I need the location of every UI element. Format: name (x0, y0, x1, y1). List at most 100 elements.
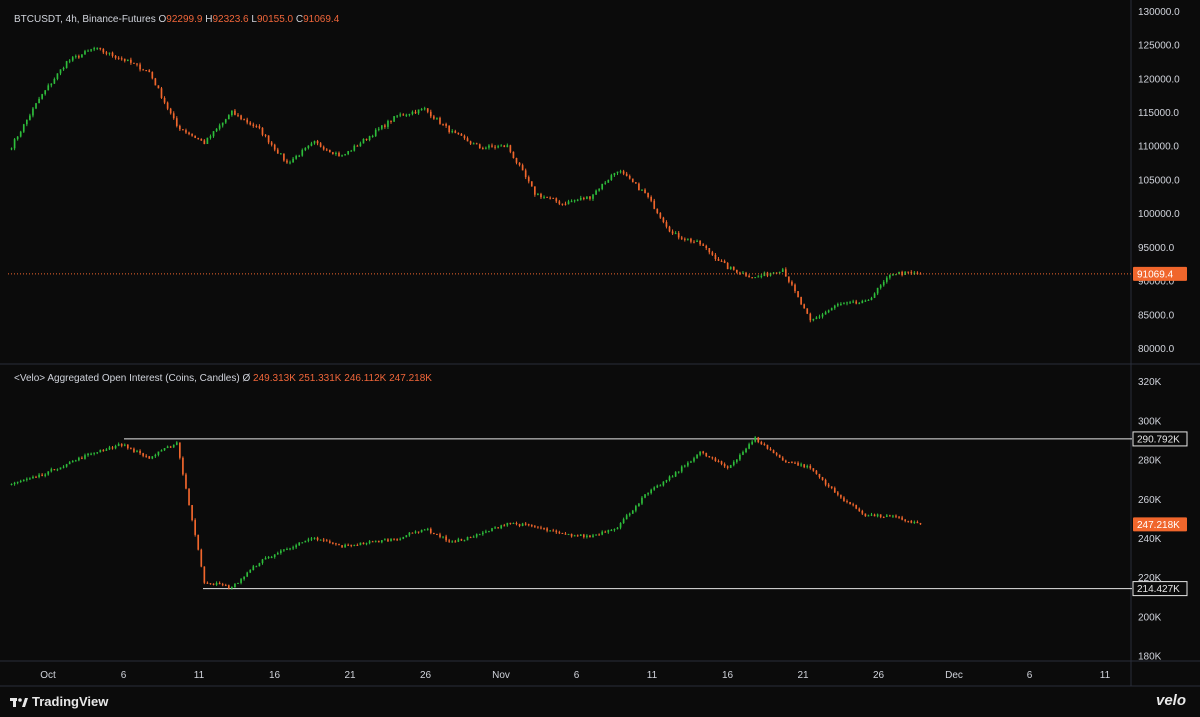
candle-body (677, 233, 680, 238)
candle-body (466, 138, 469, 142)
candle-body (592, 194, 594, 199)
candle-body (203, 140, 206, 144)
open-label: O (158, 14, 167, 25)
candle-body (497, 146, 499, 148)
candle-body (879, 514, 882, 517)
candle-body (81, 457, 83, 459)
candle-body (32, 476, 34, 479)
level-tag-label: 290.792K (1137, 434, 1180, 445)
candle-body (328, 541, 331, 543)
candle-body (420, 109, 423, 111)
candle-body (763, 444, 766, 446)
candle-body (494, 527, 496, 529)
candle-body (380, 125, 383, 129)
candle-body (806, 465, 809, 468)
candle-body (500, 145, 503, 147)
candle-body (641, 497, 643, 504)
candle-body (157, 85, 160, 89)
candle-body (249, 570, 252, 573)
candle-body (524, 170, 527, 178)
y-tick-label: 220K (1138, 573, 1162, 584)
candle-body (359, 143, 362, 147)
candle-body (910, 272, 913, 274)
candle-body (769, 273, 772, 276)
oi-high-value: 251.331K (298, 373, 342, 384)
candle-body (212, 131, 215, 137)
candle-body (674, 233, 677, 235)
candle-body (276, 553, 279, 555)
candle-body (426, 108, 429, 112)
candle-body (399, 538, 402, 540)
candle-body (338, 543, 340, 546)
candle-body (429, 111, 432, 117)
candle-body (916, 272, 919, 274)
candle-body (316, 537, 319, 540)
candle-body (644, 494, 646, 498)
candle-body (625, 515, 628, 520)
x-tick-label: 6 (121, 670, 127, 681)
candle-body (775, 272, 778, 274)
candle-body (384, 539, 386, 541)
candle-body (882, 516, 885, 518)
candle-body (396, 115, 398, 117)
candle-body (576, 199, 579, 201)
candle-body (298, 155, 301, 157)
candle-body (913, 521, 916, 523)
candle-body (772, 450, 775, 454)
candle-body (212, 583, 215, 585)
candle-body (463, 540, 466, 542)
candle-body (237, 114, 239, 116)
candle-body (472, 536, 475, 538)
candle-body (460, 133, 463, 136)
candle-body (377, 540, 380, 543)
candle-body (540, 193, 542, 198)
candle-body (29, 478, 31, 480)
oi-visibility-icon[interactable]: Ø (242, 373, 251, 384)
candle-body (534, 186, 536, 195)
open-value: 92299.9 (166, 14, 203, 25)
candle-body (411, 532, 414, 534)
candle-body (711, 457, 714, 459)
candle-body (374, 540, 377, 542)
candle-body (295, 545, 297, 548)
candle-body (604, 182, 607, 184)
candle-body (702, 451, 705, 453)
candle-body (631, 178, 634, 183)
candle-body (249, 122, 252, 125)
candle-body (864, 300, 867, 302)
candle-body (840, 303, 842, 305)
candle-body (904, 519, 907, 521)
candle-body (237, 582, 239, 584)
candle-body (788, 462, 790, 464)
x-tick-label: 11 (647, 670, 658, 681)
candle-body (108, 447, 111, 450)
candle-body (71, 461, 74, 463)
candle-body (818, 473, 821, 478)
candle-body (123, 444, 126, 446)
candle-body (169, 108, 172, 114)
candle-body (656, 208, 659, 213)
candle-body (729, 266, 732, 270)
candle-body (699, 240, 701, 245)
candle-body (313, 141, 316, 144)
candle-body (815, 317, 818, 319)
candle-body (690, 238, 692, 242)
candle-body (191, 134, 193, 136)
candle-body (824, 312, 827, 315)
candle-body (457, 132, 460, 134)
candle-body (32, 108, 34, 116)
candle-body (365, 138, 368, 140)
velo-brand: velo (1155, 692, 1186, 709)
candle-body (622, 171, 625, 174)
candle-body (564, 203, 567, 205)
candle-body (607, 179, 610, 183)
candle-body (22, 124, 25, 132)
level-tag-box (1132, 581, 1188, 597)
tradingview-logo[interactable]: TradingView (10, 694, 108, 709)
candle-body (439, 534, 441, 537)
candle-body (151, 456, 154, 459)
candle-body (436, 534, 438, 536)
candle-body (175, 442, 178, 445)
candle-body (44, 474, 47, 476)
